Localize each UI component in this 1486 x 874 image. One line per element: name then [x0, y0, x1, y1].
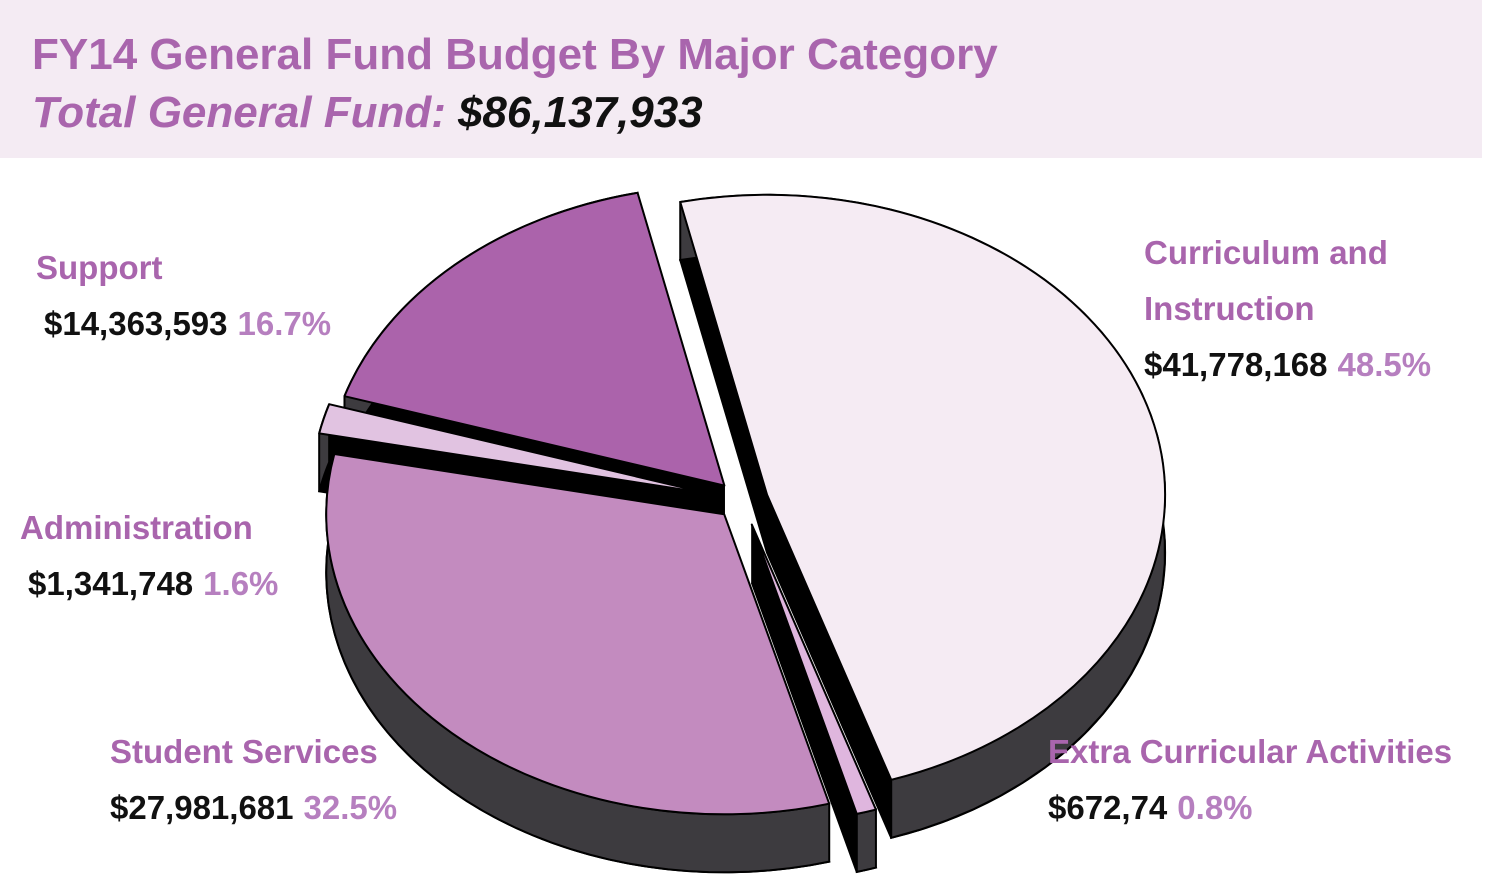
- label-administration-percent: 1.6%: [203, 565, 279, 602]
- chart-header: FY14 General Fund Budget By Major Catego…: [0, 0, 1482, 158]
- label-curriculum-amount: $41,778,168: [1144, 346, 1328, 383]
- label-support-percent: 16.7%: [237, 305, 332, 342]
- label-curriculum: Curriculum and Instruction $41,778,168 48…: [1144, 225, 1431, 393]
- total-label: Total General Fund:: [32, 88, 446, 137]
- pie-slice-support: [343, 191, 726, 487]
- pie-tops: [318, 191, 1167, 816]
- label-curriculum-name-1: Curriculum and: [1144, 234, 1388, 271]
- label-student-services-amount: $27,981,681: [110, 789, 294, 826]
- label-extra-curricular-percent: 0.8%: [1177, 789, 1253, 826]
- label-curriculum-name-2: Instruction: [1144, 290, 1315, 327]
- label-extra-curricular: Extra Curricular Activities $672,74 0.8%: [1048, 724, 1452, 836]
- label-administration-name: Administration: [20, 509, 253, 546]
- label-administration-amount: $1,341,748: [28, 565, 194, 602]
- chart-subtitle: Total General Fund: $86,137,933: [32, 88, 703, 138]
- label-support: Support $14,363,593 16.7%: [36, 240, 331, 352]
- label-support-amount: $14,363,593: [44, 305, 228, 342]
- total-value: $86,137,933: [457, 88, 703, 137]
- pie-slice-administration: [318, 403, 711, 495]
- pie-slice-extra-curricular: [750, 523, 877, 815]
- pie-slice-curriculum: [679, 193, 1167, 781]
- pie-slice-student-services: [325, 453, 831, 816]
- chart-title: FY14 General Fund Budget By Major Catego…: [32, 30, 998, 79]
- label-student-services-name: Student Services: [110, 733, 378, 770]
- label-administration: Administration $1,341,748 1.6%: [20, 500, 278, 612]
- pie-rim-extra-curricular: [855, 808, 877, 874]
- label-extra-curricular-name: Extra Curricular Activities: [1048, 733, 1453, 770]
- label-student-services-percent: 32.5%: [303, 789, 398, 826]
- label-curriculum-percent: 48.5%: [1337, 346, 1432, 383]
- label-support-name: Support: [36, 249, 163, 286]
- label-student-services: Student Services $27,981,681 32.5%: [110, 724, 397, 836]
- label-extra-curricular-amount: $672,74: [1048, 789, 1168, 826]
